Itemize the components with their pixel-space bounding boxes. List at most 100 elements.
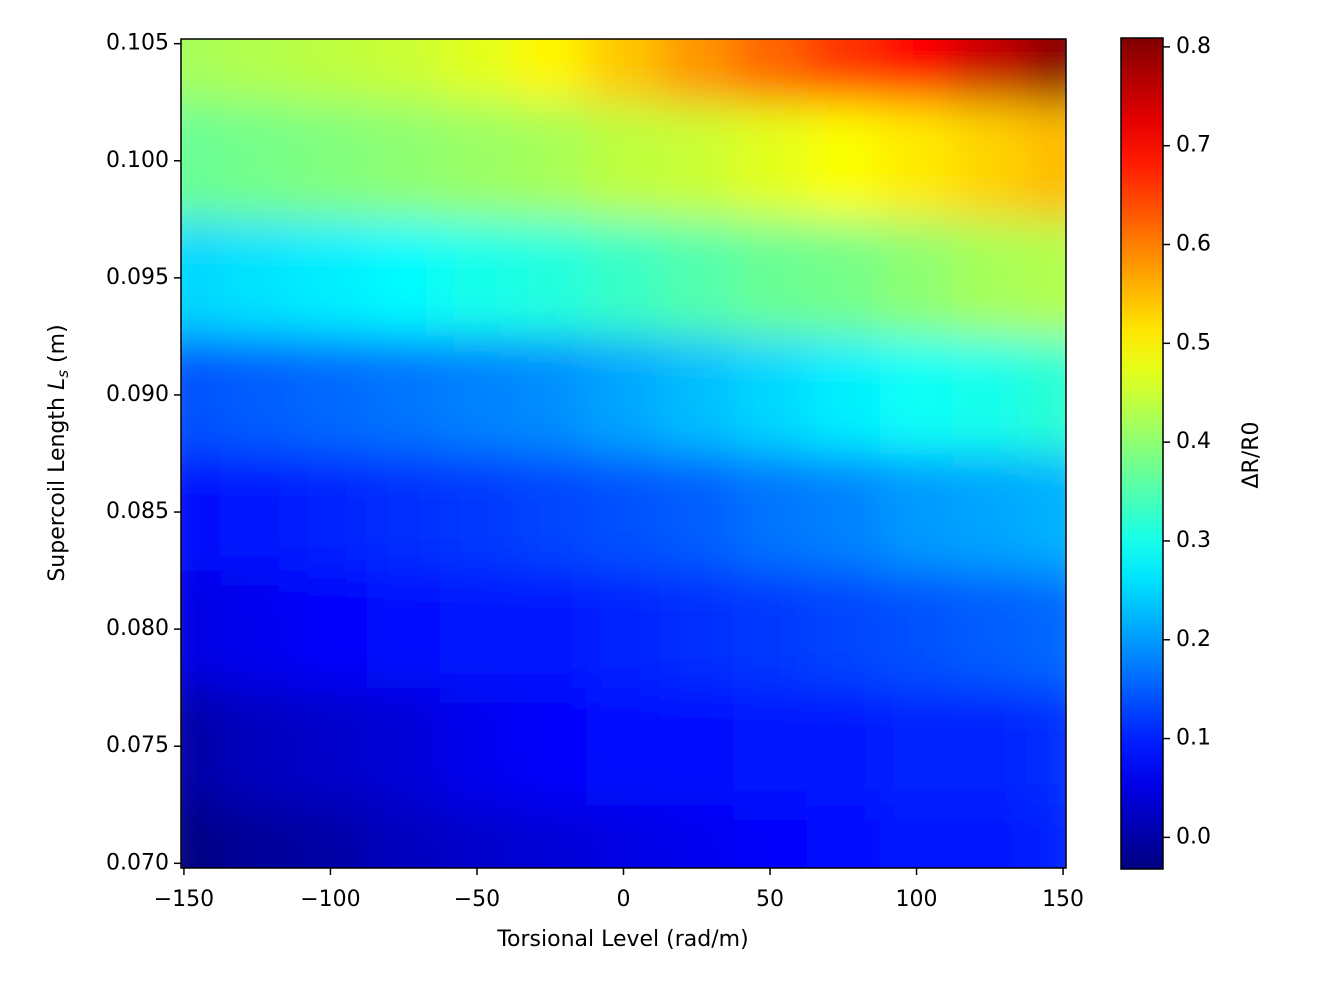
heat-cell bbox=[586, 804, 661, 868]
heat-cell bbox=[439, 335, 515, 454]
x-tick-label: 150 bbox=[1042, 887, 1084, 912]
heat-cell bbox=[220, 570, 295, 689]
heat-cell bbox=[806, 804, 881, 868]
heat-cell bbox=[220, 687, 295, 806]
colorbar-tick-label: 0.8 bbox=[1176, 34, 1211, 59]
heat-cell bbox=[952, 570, 1027, 689]
heat-cell bbox=[439, 101, 515, 220]
heat-cell bbox=[181, 570, 222, 689]
heat-cell bbox=[952, 804, 1027, 868]
heat-cell bbox=[586, 101, 661, 220]
heat-cell bbox=[293, 39, 368, 103]
heat-cell bbox=[220, 101, 295, 220]
heat-cell bbox=[659, 335, 734, 454]
heat-cell bbox=[293, 101, 368, 220]
heat-cell bbox=[439, 39, 515, 103]
heat-cell bbox=[806, 687, 881, 806]
heat-cell bbox=[732, 687, 808, 806]
heat-cell bbox=[181, 39, 222, 103]
heat-cell bbox=[439, 804, 515, 868]
heat-cell bbox=[513, 687, 588, 806]
heat-cell bbox=[1025, 570, 1066, 689]
heat-cell bbox=[879, 804, 954, 868]
heat-cell bbox=[1025, 804, 1066, 868]
x-tick-label: 50 bbox=[756, 887, 784, 912]
colorbar-tick-label: 0.7 bbox=[1176, 133, 1211, 158]
heat-cell bbox=[366, 218, 441, 337]
heat-cell bbox=[659, 218, 734, 337]
y-tick-label: 0.080 bbox=[106, 616, 169, 641]
y-tick-label: 0.070 bbox=[106, 850, 169, 875]
x-tick-label: 0 bbox=[617, 887, 631, 912]
x-axis-label: Torsional Level (rad/m) bbox=[496, 927, 748, 952]
colorbar-label: ΔR/R0 bbox=[1239, 421, 1264, 488]
heat-cell bbox=[366, 687, 441, 806]
y-tick-label: 0.100 bbox=[106, 148, 169, 173]
heat-cell bbox=[293, 335, 368, 454]
heat-cell bbox=[293, 804, 368, 868]
heat-cell bbox=[806, 570, 881, 689]
heat-cell bbox=[952, 101, 1027, 220]
heat-cell bbox=[659, 570, 734, 689]
heatmap-area bbox=[181, 39, 1066, 868]
y-label-subscript: s bbox=[54, 370, 72, 378]
heat-cell bbox=[659, 687, 734, 806]
heat-cell bbox=[806, 39, 881, 103]
x-tick-label: −100 bbox=[300, 887, 360, 912]
heat-cell bbox=[220, 218, 295, 337]
heat-cell bbox=[513, 101, 588, 220]
heat-cell bbox=[1025, 218, 1066, 337]
heat-cell bbox=[732, 453, 808, 572]
y-tick-label: 0.075 bbox=[106, 733, 169, 758]
heat-cell bbox=[366, 39, 441, 103]
heat-cell bbox=[879, 218, 954, 337]
y-label-symbol: L bbox=[45, 378, 70, 390]
y-tick-label: 0.090 bbox=[106, 382, 169, 407]
heat-cell bbox=[293, 570, 368, 689]
colorbar-tick-label: 0.1 bbox=[1176, 726, 1211, 751]
heat-cell bbox=[181, 101, 222, 220]
heat-cell bbox=[732, 39, 808, 103]
heat-cell bbox=[439, 570, 515, 689]
heat-cell bbox=[220, 804, 295, 868]
heat-cell bbox=[366, 804, 441, 868]
heat-cell bbox=[513, 39, 588, 103]
colorbar-tick-label: 0.6 bbox=[1176, 232, 1211, 257]
heat-cell bbox=[659, 39, 734, 103]
heat-cell bbox=[806, 453, 881, 572]
heat-cell bbox=[293, 453, 368, 572]
heat-cell bbox=[220, 453, 295, 572]
heat-cell bbox=[732, 335, 808, 454]
heat-cell bbox=[439, 687, 515, 806]
heat-cell bbox=[806, 218, 881, 337]
y-axis-label: Supercoil Length Ls (m) bbox=[45, 324, 75, 581]
heat-cell bbox=[293, 687, 368, 806]
y-tick-label: 0.095 bbox=[106, 265, 169, 290]
heat-cell bbox=[879, 335, 954, 454]
heat-cell bbox=[586, 687, 661, 806]
heat-cell bbox=[513, 453, 588, 572]
heat-cell bbox=[732, 218, 808, 337]
heat-cell bbox=[586, 570, 661, 689]
heat-cell bbox=[659, 101, 734, 220]
heat-cell bbox=[513, 804, 588, 868]
heat-cell bbox=[1025, 453, 1066, 572]
heat-cell bbox=[366, 101, 441, 220]
colorbar-tick-label: 0.2 bbox=[1176, 627, 1211, 652]
cells bbox=[181, 39, 1066, 868]
colorbar bbox=[1120, 37, 1164, 870]
heat-cell bbox=[1025, 39, 1066, 103]
heat-cell bbox=[952, 453, 1027, 572]
colorbar-tick-label: 0.4 bbox=[1176, 429, 1211, 454]
x-tick-label: −150 bbox=[154, 887, 214, 912]
heat-cell bbox=[1025, 335, 1066, 454]
heat-cell bbox=[732, 101, 808, 220]
heat-cell bbox=[181, 804, 222, 868]
heat-cell bbox=[366, 335, 441, 454]
y-label-text: Supercoil Length bbox=[45, 397, 70, 582]
heat-cell bbox=[293, 218, 368, 337]
heat-cell bbox=[181, 453, 222, 572]
heat-cell bbox=[659, 804, 734, 868]
heat-cell bbox=[952, 335, 1027, 454]
heat-cell bbox=[181, 335, 222, 454]
